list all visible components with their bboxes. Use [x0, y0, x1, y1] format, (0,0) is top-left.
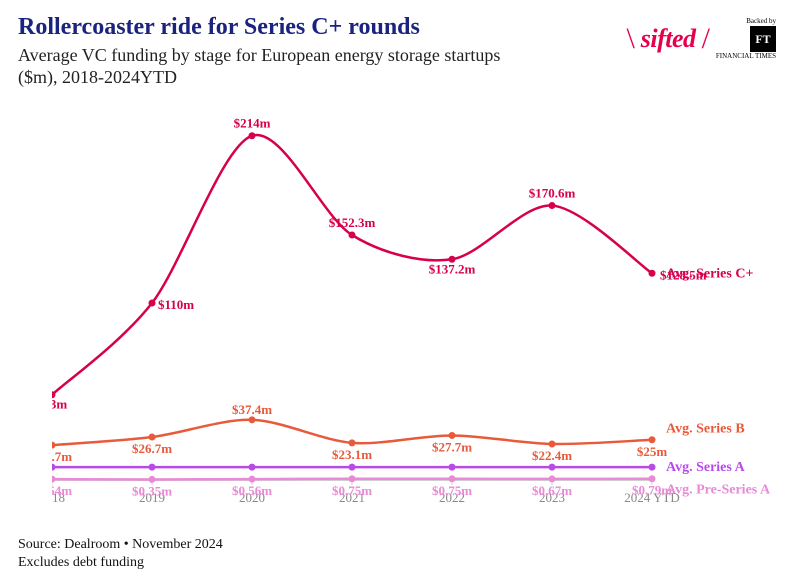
data-label: $214m — [234, 116, 271, 131]
chart-container: Rollercoaster ride for Series C+ rounds … — [0, 0, 794, 575]
data-point — [249, 464, 256, 471]
chart-svg: 2018201920202021202220232024 YTD$53m$110… — [52, 110, 792, 530]
data-point — [649, 270, 656, 277]
data-label: $170.6m — [529, 186, 576, 201]
data-label: $0.75m — [432, 483, 472, 498]
data-label: $0.75m — [332, 483, 372, 498]
note-text: Excludes debt funding — [18, 555, 144, 571]
data-label: $0.56m — [232, 483, 272, 498]
data-label: $110m — [158, 297, 194, 312]
data-point — [449, 475, 456, 482]
data-point — [649, 464, 656, 471]
data-point — [349, 231, 356, 238]
ft-block: Backed by FT FINANCIAL TIMES — [716, 18, 776, 60]
series-label-series-c-plus: Avg. Series C+ — [666, 266, 753, 281]
data-label: $0.54m — [52, 483, 72, 498]
brand-slash-right: / — [702, 22, 710, 56]
data-label: $152.3m — [329, 215, 376, 230]
data-label: $22.4m — [532, 448, 572, 463]
brand-block: \ sifted / Backed by FT FINANCIAL TIMES — [626, 18, 776, 60]
data-label: $23.1m — [332, 447, 372, 462]
data-point — [249, 416, 256, 423]
data-point — [149, 476, 156, 483]
data-label: $27.7m — [432, 439, 472, 454]
chart-subtitle: Average VC funding by stage for European… — [18, 44, 538, 89]
data-point — [449, 432, 456, 439]
series-label-pre-series-a: Avg. Pre-Series A — [666, 483, 771, 498]
data-label: $26.7m — [132, 441, 172, 456]
data-label: $0.67m — [532, 483, 572, 498]
data-point — [52, 476, 56, 483]
data-point — [349, 475, 356, 482]
data-point — [549, 440, 556, 447]
data-point — [449, 464, 456, 471]
data-point — [249, 476, 256, 483]
series-line-series-c-plus — [52, 135, 652, 395]
source-text: Source: Dealroom • November 2024 — [18, 537, 223, 553]
data-label: $25m — [637, 444, 668, 459]
data-label: $37.4m — [232, 402, 272, 417]
data-point — [349, 439, 356, 446]
ft-backed-label: Backed by — [746, 18, 776, 25]
ft-badge-icon: FT — [750, 26, 776, 52]
data-point — [549, 475, 556, 482]
sifted-logo: sifted — [641, 24, 696, 54]
data-point — [149, 434, 156, 441]
data-label: $0.35m — [132, 483, 172, 498]
data-point — [549, 202, 556, 209]
series-label-series-a: Avg. Series A — [666, 460, 746, 475]
data-point — [149, 464, 156, 471]
data-point — [149, 300, 156, 307]
plot-area: 2018201920202021202220232024 YTD$53m$110… — [52, 110, 652, 480]
data-label: $53m — [52, 397, 67, 412]
data-point — [249, 132, 256, 139]
data-label: $137.2m — [429, 261, 476, 276]
data-point — [649, 475, 656, 482]
ft-full-label: FINANCIAL TIMES — [716, 53, 776, 60]
brand-slash-left: \ — [626, 22, 634, 56]
data-point — [649, 436, 656, 443]
data-point — [349, 464, 356, 471]
data-point — [52, 442, 56, 449]
data-label: $21.7m — [52, 449, 72, 464]
data-point — [52, 464, 56, 471]
series-label-series-b: Avg. Series B — [666, 422, 745, 437]
data-point — [549, 464, 556, 471]
